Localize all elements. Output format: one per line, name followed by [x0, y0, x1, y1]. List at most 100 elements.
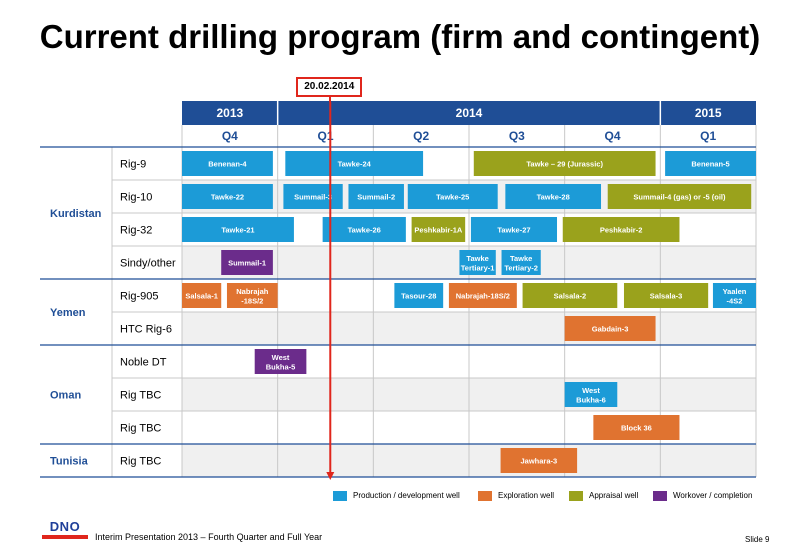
well-label: Salsala-3 — [650, 292, 683, 301]
slide-number: Slide 9 — [745, 535, 770, 544]
well-bar: Tasour-28 — [394, 283, 444, 308]
well-label: Gabdain-3 — [592, 325, 629, 334]
well-label: Yaalen — [723, 287, 747, 296]
year-label: 2013 — [216, 106, 243, 120]
year-label: 2015 — [695, 106, 722, 120]
well-label: Salsala-2 — [554, 292, 587, 301]
quarter-label: Q1 — [317, 129, 333, 143]
legend-item-production: Production / development well — [333, 490, 460, 502]
well-label: Peshkabir-2 — [600, 226, 643, 235]
well-label: -4S2 — [727, 296, 743, 305]
well-bar: Summail-3 — [283, 184, 343, 209]
well-bar: Summail-4 (gas) or -5 (oil) — [607, 184, 752, 209]
well-label: West — [272, 353, 290, 362]
well-bar: Peshkabir-1A — [411, 217, 466, 242]
production-well-bar — [407, 184, 498, 209]
well-label: Tawke-24 — [338, 160, 372, 169]
well-bar: Peshkabir-2 — [562, 217, 680, 242]
production-well-bar — [285, 151, 424, 176]
rig-label: Rig-905 — [120, 291, 159, 303]
appraisal-well-bar — [607, 184, 752, 209]
production-well-bar — [283, 184, 343, 209]
quarter-label: Q2 — [413, 129, 429, 143]
well-label: Peshkabir-1A — [414, 226, 463, 235]
workover-well-bar — [221, 250, 273, 275]
workover-well-bar — [254, 349, 307, 374]
today-marker-stem — [329, 97, 332, 102]
quarter-label: Q3 — [509, 129, 525, 143]
well-bar: Benenan-5 — [665, 151, 756, 176]
rig-label: HTC Rig-6 — [120, 324, 172, 336]
well-label: Bukha-5 — [266, 362, 296, 371]
production-well-bar — [564, 382, 618, 407]
region-label: Yemen — [50, 307, 86, 319]
well-bar: Salsala-2 — [522, 283, 618, 308]
dno-logo: DNO — [40, 520, 90, 542]
quarter-label: Q4 — [604, 129, 620, 143]
well-label: Bukha-6 — [576, 395, 606, 404]
well-label: Tertiary-1 — [461, 263, 495, 272]
rig-label: Rig-32 — [120, 225, 152, 237]
footer-presentation-title: Interim Presentation 2013 – Fourth Quart… — [95, 532, 323, 542]
rig-label: Rig TBC — [120, 390, 161, 402]
well-label: Nabrajah-18S/2 — [456, 292, 510, 301]
production-well-bar — [182, 184, 273, 209]
well-bar: Summail-1 — [221, 250, 273, 275]
legend-swatch — [569, 490, 583, 501]
legend-swatch — [333, 490, 347, 501]
region-label: Kurdistan — [50, 208, 102, 220]
well-label: Tawke-28 — [537, 193, 570, 202]
production-well-bar — [182, 151, 273, 176]
year-label: 2014 — [456, 106, 483, 120]
rig-label: Rig-9 — [120, 159, 146, 171]
well-bar: Yaalen-4S2 — [712, 283, 756, 308]
appraisal-well-bar — [562, 217, 680, 242]
production-well-bar — [322, 217, 406, 242]
well-label: Tawke-22 — [211, 193, 244, 202]
legend-swatch — [478, 490, 492, 501]
legend-label: Production / development well — [353, 491, 460, 500]
production-well-bar — [459, 250, 496, 275]
well-bar: Jawhara-3 — [500, 448, 578, 473]
rig-label: Sindy/other — [120, 258, 176, 270]
legend-item-exploration: Exploration well — [478, 490, 554, 502]
well-label: Nabrajah — [236, 287, 269, 296]
production-well-bar — [505, 184, 602, 209]
region-label: Oman — [50, 390, 81, 402]
production-well-bar — [182, 217, 294, 242]
well-bar: Tawke-27 — [470, 217, 558, 242]
well-label: Summail-3 — [294, 193, 332, 202]
exploration-well-bar — [226, 283, 278, 308]
well-label: Jawhara-3 — [520, 457, 557, 466]
well-label: Tawke-27 — [497, 226, 530, 235]
well-bar: Tawke-21 — [182, 217, 294, 242]
region-label: Tunisia — [50, 456, 89, 468]
rig-label: Rig TBC — [120, 456, 161, 468]
well-label: Tawke-21 — [221, 226, 254, 235]
rig-label: Noble DT — [120, 357, 167, 369]
well-bar: Block 36 — [593, 415, 680, 440]
exploration-well-bar — [593, 415, 680, 440]
well-label: Benenan-4 — [208, 160, 247, 169]
legend-swatch — [653, 490, 667, 501]
today-line-arrowhead — [326, 472, 335, 480]
well-bar: Tawke-25 — [407, 184, 498, 209]
production-well-bar — [470, 217, 558, 242]
well-label: Summail-1 — [228, 259, 266, 268]
exploration-well-bar — [448, 283, 517, 308]
well-label: Benenan-5 — [691, 160, 729, 169]
well-bar: Summail-2 — [348, 184, 404, 209]
legend-label: Appraisal well — [589, 491, 639, 500]
well-bar: Salsala-1 — [182, 283, 222, 308]
appraisal-well-bar — [623, 283, 709, 308]
well-bar: Nabrajah-18S/2 — [226, 283, 278, 308]
well-label: Block 36 — [621, 424, 652, 433]
well-bar: Tawke-22 — [182, 184, 273, 209]
appraisal-well-bar — [411, 217, 466, 242]
legend-item-appraisal: Appraisal well — [569, 490, 638, 502]
well-bar: Benenan-4 — [182, 151, 273, 176]
